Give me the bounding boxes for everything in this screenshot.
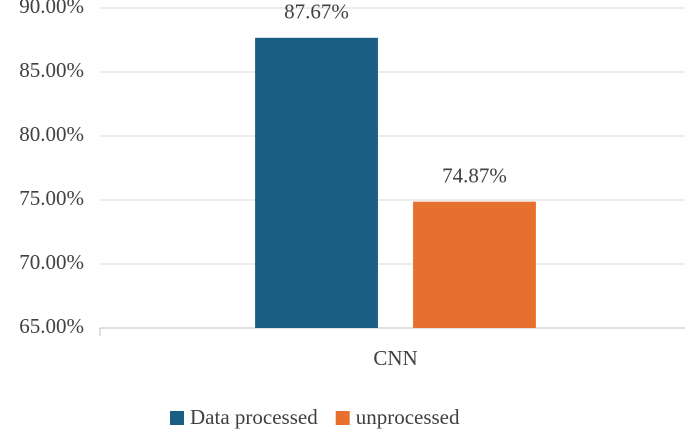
y-tick-label: 70.00% bbox=[19, 250, 84, 274]
y-tick-label: 90.00% bbox=[19, 0, 84, 18]
legend-swatch bbox=[170, 411, 184, 425]
legend-label: unprocessed bbox=[356, 405, 460, 429]
y-tick-label: 75.00% bbox=[19, 186, 84, 210]
value-label: 74.87% bbox=[442, 163, 507, 187]
y-tick-label: 65.00% bbox=[19, 314, 84, 338]
y-tick-label: 80.00% bbox=[19, 122, 84, 146]
y-tick-label: 85.00% bbox=[19, 58, 84, 82]
bar bbox=[413, 201, 536, 328]
value-label: 87.67% bbox=[284, 0, 349, 24]
x-tick-label: CNN bbox=[373, 346, 417, 370]
bar bbox=[255, 37, 378, 328]
legend-label: Data processed bbox=[190, 405, 318, 429]
legend-swatch bbox=[335, 411, 350, 425]
